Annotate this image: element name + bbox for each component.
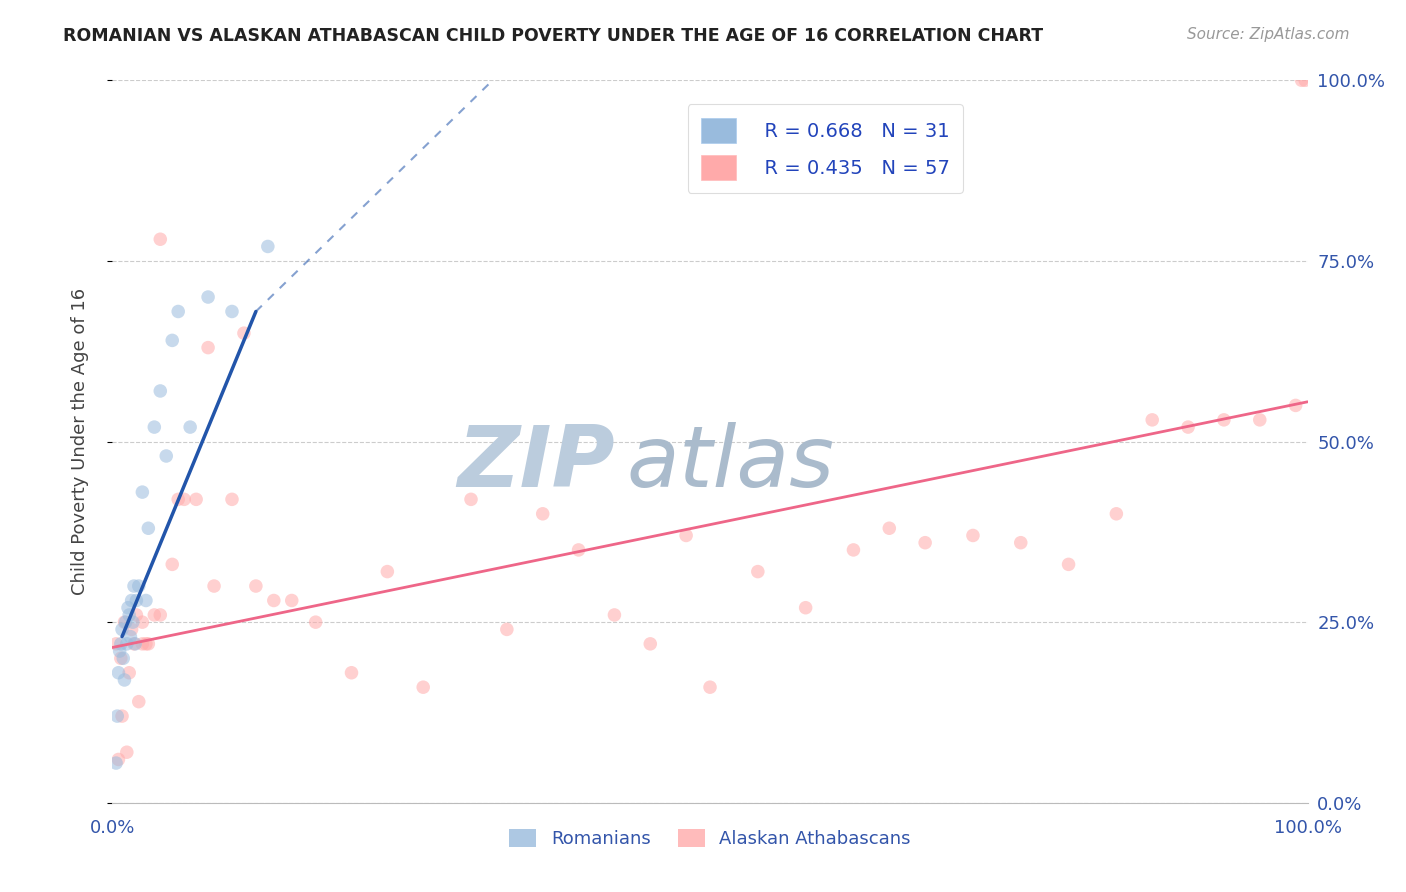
Point — [118, 665, 141, 680]
Point — [162, 558, 183, 572]
Point — [245, 579, 267, 593]
Point — [118, 607, 141, 622]
Point — [138, 521, 160, 535]
Point — [377, 565, 399, 579]
Point — [125, 607, 148, 622]
Point — [1294, 73, 1316, 87]
Point — [135, 637, 157, 651]
Point — [842, 542, 865, 557]
Point — [111, 709, 134, 723]
Point — [675, 528, 697, 542]
Point — [460, 492, 482, 507]
Point — [135, 593, 157, 607]
Point — [1177, 420, 1199, 434]
Point — [112, 651, 135, 665]
Point — [496, 623, 519, 637]
Point — [128, 695, 150, 709]
Point — [221, 304, 243, 318]
Point — [122, 579, 145, 593]
Point — [120, 630, 142, 644]
Point — [107, 665, 129, 680]
Point — [143, 607, 166, 622]
Point — [221, 492, 243, 507]
Point — [412, 680, 434, 694]
Point — [179, 420, 201, 434]
Point — [568, 542, 591, 557]
Text: Source: ZipAtlas.com: Source: ZipAtlas.com — [1187, 27, 1350, 42]
Point — [1142, 413, 1164, 427]
Point — [202, 579, 225, 593]
Y-axis label: Child Poverty Under the Age of 16: Child Poverty Under the Age of 16 — [70, 288, 89, 595]
Point — [114, 615, 136, 630]
Point — [105, 637, 128, 651]
Point — [155, 449, 177, 463]
Point — [1105, 507, 1128, 521]
Point — [531, 507, 554, 521]
Point — [962, 528, 984, 542]
Point — [105, 709, 128, 723]
Point — [1285, 398, 1308, 412]
Point — [131, 615, 153, 630]
Text: ROMANIAN VS ALASKAN ATHABASCAN CHILD POVERTY UNDER THE AGE OF 16 CORRELATION CHA: ROMANIAN VS ALASKAN ATHABASCAN CHILD POV… — [63, 27, 1043, 45]
Point — [640, 637, 662, 651]
Point — [1057, 558, 1080, 572]
Point — [263, 593, 285, 607]
Point — [197, 341, 219, 355]
Text: ZIP: ZIP — [457, 422, 614, 505]
Point — [305, 615, 328, 630]
Point — [121, 623, 143, 637]
Point — [115, 637, 138, 651]
Point — [149, 607, 172, 622]
Point — [149, 384, 172, 398]
Point — [603, 607, 626, 622]
Point — [125, 593, 148, 607]
Point — [197, 290, 219, 304]
Point — [173, 492, 195, 507]
Point — [1010, 535, 1032, 549]
Point — [111, 623, 134, 637]
Point — [110, 637, 132, 651]
Point — [110, 651, 132, 665]
Point — [121, 593, 143, 607]
Text: atlas: atlas — [627, 422, 834, 505]
Point — [138, 637, 160, 651]
Point — [167, 492, 190, 507]
Point — [122, 637, 145, 651]
Point — [149, 232, 172, 246]
Point — [108, 644, 131, 658]
Point — [1291, 73, 1313, 87]
Point — [879, 521, 901, 535]
Point — [281, 593, 304, 607]
Point — [107, 752, 129, 766]
Point — [131, 637, 153, 651]
Point — [114, 615, 135, 630]
Legend: Romanians, Alaskan Athabascans: Romanians, Alaskan Athabascans — [502, 822, 918, 855]
Point — [340, 665, 363, 680]
Point — [143, 420, 166, 434]
Point — [162, 334, 183, 348]
Point — [105, 756, 128, 770]
Point — [114, 673, 135, 687]
Point — [1213, 413, 1236, 427]
Point — [747, 565, 769, 579]
Point — [233, 326, 256, 340]
Point — [914, 535, 936, 549]
Point — [128, 579, 150, 593]
Point — [115, 745, 138, 759]
Point — [794, 600, 817, 615]
Point — [1249, 413, 1271, 427]
Point — [124, 637, 146, 651]
Point — [131, 485, 153, 500]
Point — [257, 239, 280, 253]
Point — [121, 615, 143, 630]
Point — [699, 680, 721, 694]
Point — [117, 600, 139, 615]
Point — [167, 304, 190, 318]
Point — [186, 492, 208, 507]
